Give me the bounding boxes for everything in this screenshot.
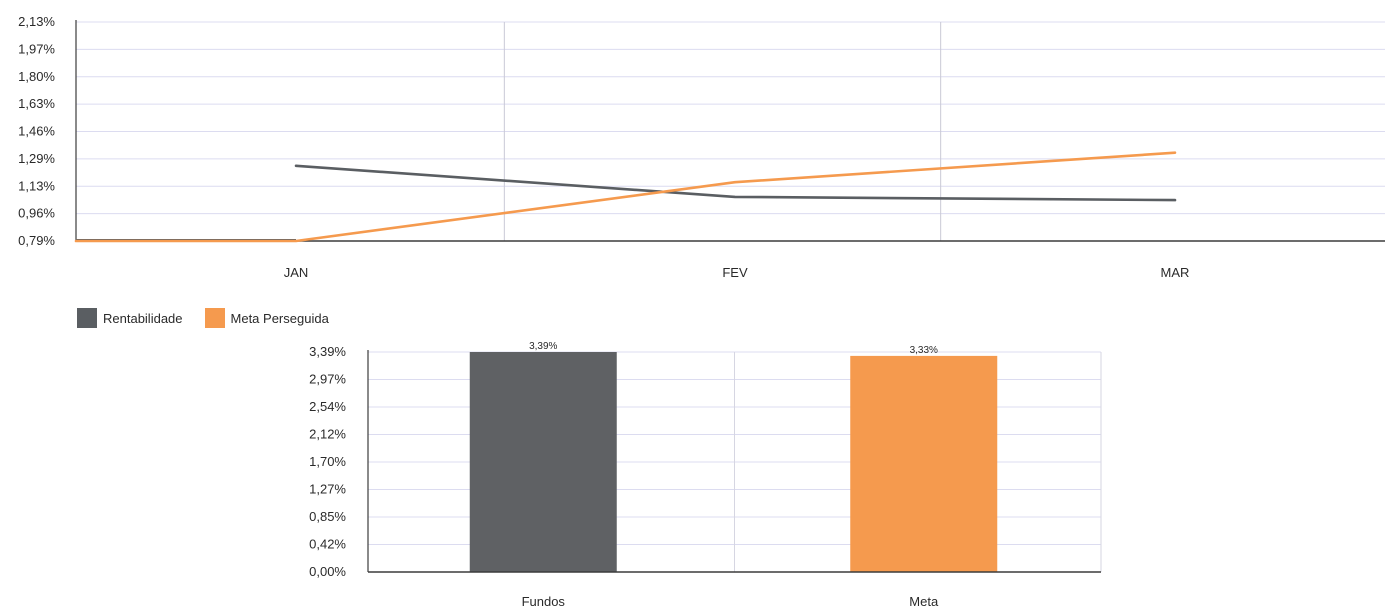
bar-chart-y-tick-label: 2,54% [309,399,346,414]
bar-chart-y-tick-label: 2,97% [309,372,346,387]
bar-chart: 3,39% 2,97% 2,54% 2,12% 1,70% 1,27% 0,85% 0,42%… [309,341,1102,609]
line-chart-y-tick-label: 2,13% [18,14,55,29]
line-chart-y-tick-label: 1,46% [18,124,55,139]
legend-label-rentabilidade: Rentabilidade [103,310,183,326]
line-chart: 2,13% 1,97% 1,80% 1,63% 1,46% 1,29% 1,13% 0,96%… [18,14,1385,280]
line-chart-x-tick-label: MAR [1161,265,1190,280]
bar-chart-x-tick-label: Fundos [522,594,566,609]
bar-chart-y-tick-label: 0,42% [309,537,346,552]
legend-item-rentabilidade: Rentabilidade [77,308,183,328]
bar-chart-y-tick-label: 2,12% [309,427,346,442]
bar-chart-x-tick-label: Meta [909,594,939,609]
line-chart-y-tick-label: 1,13% [18,178,55,193]
line-series-rentabilidade [294,164,1177,202]
legend-item-meta-perseguida: Meta Perseguida [204,308,329,328]
legend-label-meta-perseguida: Meta Perseguida [230,310,329,326]
bar-meta [850,355,998,572]
line-chart-y-tick-label: 1,63% [18,96,55,111]
bar-value-label: 3,33% [910,345,938,356]
line-chart-y-tick-label: 0,79% [18,233,55,248]
line-chart-x-tick-label: JAN [284,265,309,280]
bar-fundos [469,352,617,572]
bar-chart-y-tick-label: 0,00% [309,564,346,579]
line-chart-x-tick-label: FEV [722,265,748,280]
legend-swatch-rentabilidade [77,308,97,328]
bar-chart-y-tick-label: 0,85% [309,509,346,524]
line-chart-y-tick-label: 1,29% [18,151,55,166]
bar-chart-y-tick-label: 1,27% [309,482,346,497]
bar-value-label: 3,39% [529,341,557,352]
line-chart-y-tick-label: 0,96% [18,206,55,221]
line-series-meta-perseguida [74,151,1177,243]
bar-chart-y-tick-label: 1,70% [309,454,346,469]
bar-chart-y-tick-label: 3,39% [309,344,346,359]
line-chart-legend: Rentabilidade Meta Perseguida [77,308,351,328]
legend-swatch-meta-perseguida [204,308,225,328]
line-chart-y-tick-label: 1,80% [18,69,55,84]
line-chart-y-tick-label: 1,97% [18,41,55,56]
